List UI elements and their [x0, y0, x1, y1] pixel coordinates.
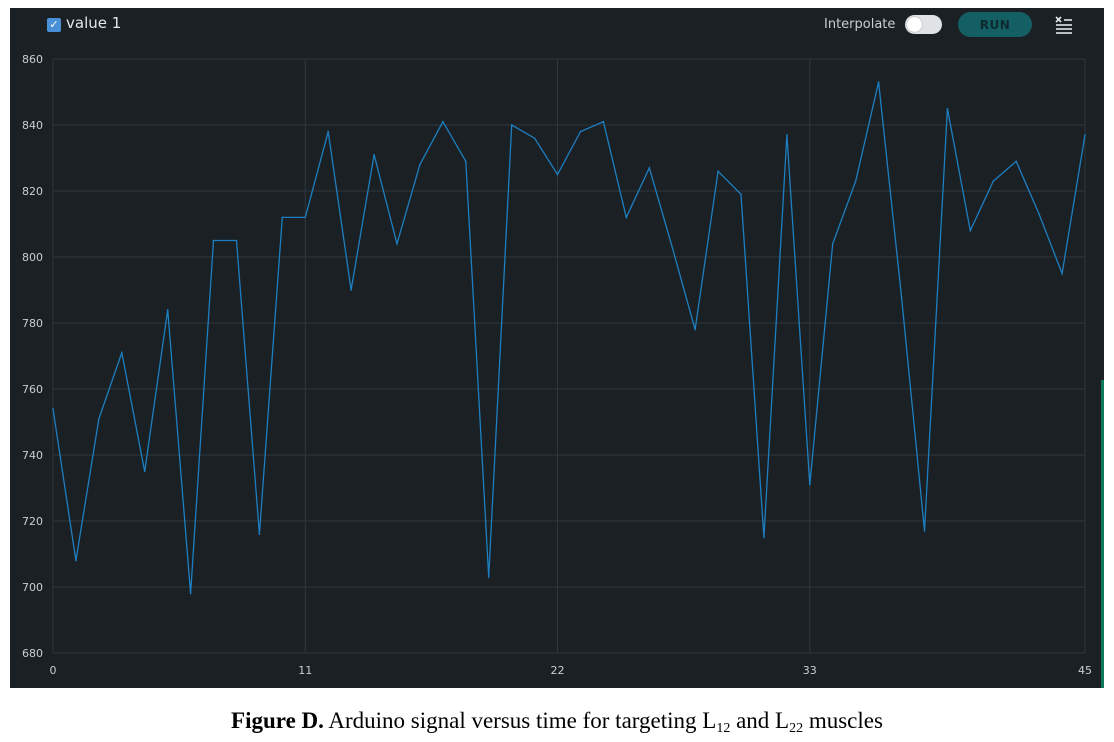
data-point [396, 243, 398, 245]
data-point [258, 533, 261, 535]
toggle-knob [907, 17, 922, 32]
x-tick-label: 45 [1078, 664, 1092, 677]
x-tick-label: 0 [50, 664, 57, 677]
clear-list-icon[interactable] [1052, 14, 1074, 34]
data-point [740, 193, 742, 196]
data-point [992, 180, 995, 182]
data-point [786, 134, 788, 136]
x-tick-label: 22 [551, 664, 565, 677]
y-tick-label: 780 [22, 317, 43, 330]
data-point [373, 153, 375, 156]
data-point [510, 124, 513, 126]
caption-text-2: and L [730, 708, 790, 733]
data-point [98, 417, 100, 420]
data-point [487, 576, 490, 578]
data-point [121, 351, 123, 354]
figure-caption: Figure D. Arduino signal versus time for… [0, 708, 1114, 737]
y-tick-label: 860 [22, 53, 43, 66]
data-point [579, 130, 582, 133]
caption-text-1: Arduino signal versus time for targeting… [323, 708, 717, 733]
y-tick-label: 700 [22, 581, 43, 594]
data-point [166, 309, 169, 311]
plotter-toolbar: ✓ value 1 Interpolate RUN [10, 8, 1104, 42]
x-tick-label: 11 [298, 664, 312, 677]
data-point [694, 328, 696, 331]
data-point [189, 592, 192, 595]
caption-text-3: muscles [803, 708, 883, 733]
data-point [1015, 160, 1017, 163]
data-point [717, 170, 719, 172]
y-tick-label: 680 [22, 647, 43, 660]
y-tick-label: 800 [22, 251, 43, 264]
data-point [419, 163, 421, 166]
data-point [854, 180, 857, 182]
data-point [1084, 134, 1086, 136]
data-point [763, 536, 765, 539]
data-point [556, 173, 559, 176]
data-point [1038, 213, 1040, 215]
x-tick-label: 33 [803, 664, 817, 677]
data-point [350, 289, 352, 291]
data-point [648, 167, 651, 169]
interpolate-label: Interpolate [824, 17, 896, 32]
data-point [809, 483, 811, 486]
data-point [212, 239, 215, 242]
data-point [671, 246, 673, 248]
caption-figure-label: Figure D. [231, 708, 324, 733]
data-point [602, 120, 605, 123]
data-point [281, 216, 284, 219]
series-checkbox[interactable]: ✓ [47, 18, 61, 32]
data-point [304, 216, 307, 219]
data-point [327, 130, 330, 133]
right-edge-accent [1101, 380, 1104, 688]
y-tick-label: 720 [22, 515, 43, 528]
serial-plotter-panel: ✓ value 1 Interpolate RUN 680 700 720 740 76… [10, 8, 1104, 688]
caption-sub-1: 12 [716, 721, 731, 736]
data-point [900, 295, 903, 298]
data-point [235, 239, 238, 242]
data-point [52, 408, 54, 410]
y-tick-label: 740 [22, 449, 43, 462]
data-point [923, 530, 926, 532]
data-point [946, 107, 949, 110]
y-tick-label: 820 [22, 185, 43, 198]
data-point [75, 559, 77, 562]
data-point [1061, 272, 1063, 275]
series-legend-label[interactable]: value 1 [66, 14, 122, 32]
interpolate-toggle[interactable] [905, 15, 942, 34]
data-point [465, 160, 467, 163]
data-point [442, 120, 444, 123]
line-chart: 680 700 720 740 760 780 800 820 840 860 0 11 22 33 45 [22, 53, 1092, 677]
series-line [52, 81, 1086, 594]
y-tick-label: 760 [22, 383, 43, 396]
data-point [625, 216, 628, 219]
data-point [969, 229, 972, 232]
run-button[interactable]: RUN [958, 12, 1032, 37]
data-point [143, 470, 146, 473]
data-point [831, 243, 834, 245]
data-point [877, 81, 880, 83]
y-tick-label: 840 [22, 119, 43, 132]
data-point [533, 137, 536, 139]
caption-sub-2: 22 [789, 721, 804, 736]
